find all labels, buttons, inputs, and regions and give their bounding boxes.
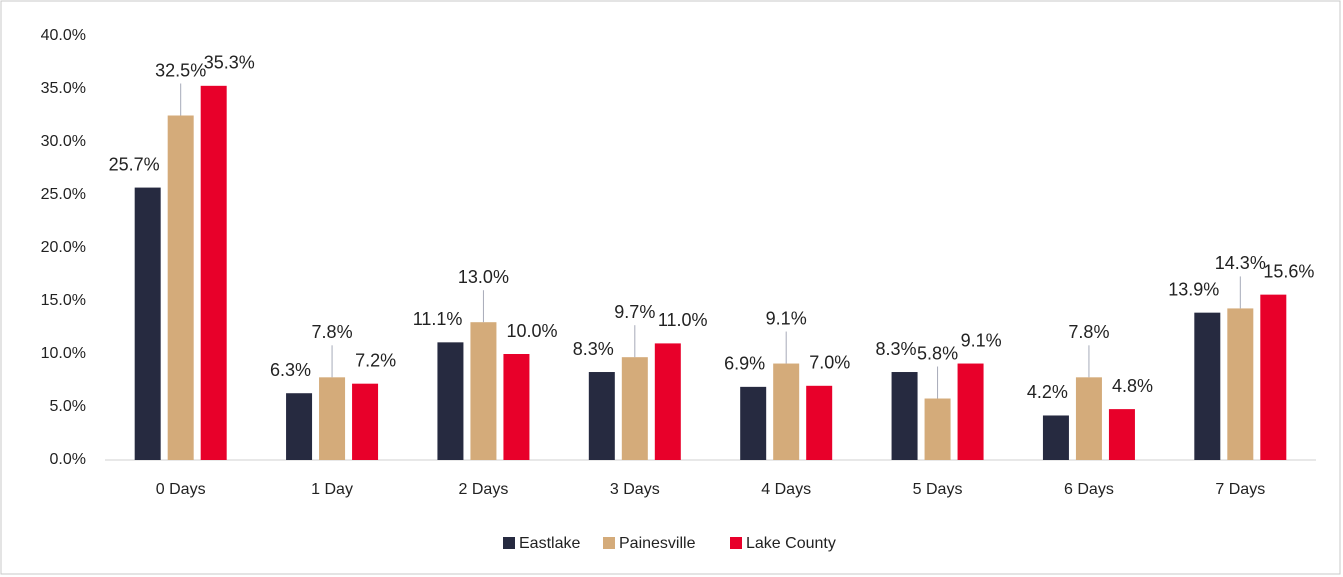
y-tick-label: 35.0%: [41, 80, 86, 97]
data-label: 8.3%: [573, 339, 614, 359]
y-tick-label: 30.0%: [41, 133, 86, 150]
bar: [806, 385, 833, 460]
x-tick-label: 6 Days: [1064, 481, 1114, 498]
bar: [621, 357, 648, 460]
data-label: 35.3%: [204, 53, 255, 73]
data-label: 7.8%: [312, 322, 353, 342]
data-label: 7.8%: [1068, 322, 1109, 342]
legend-swatch: [603, 537, 615, 549]
data-label: 9.1%: [766, 308, 807, 328]
y-tick-label: 10.0%: [41, 345, 86, 362]
data-label: 9.7%: [614, 302, 655, 322]
legend-swatch: [503, 537, 515, 549]
x-tick-label: 1 Day: [311, 481, 353, 498]
bar: [891, 372, 918, 460]
data-label: 8.3%: [876, 339, 917, 359]
y-tick-label: 5.0%: [50, 398, 86, 415]
data-label: 7.0%: [809, 353, 850, 373]
x-tick-label: 3 Days: [610, 481, 660, 498]
bar: [200, 85, 227, 460]
bar: [167, 115, 194, 460]
data-label: 4.2%: [1027, 382, 1068, 402]
y-tick-label: 15.0%: [41, 292, 86, 309]
bar: [503, 354, 530, 460]
x-tick-label: 2 Days: [459, 481, 509, 498]
data-label: 9.1%: [961, 330, 1002, 350]
bar: [319, 377, 346, 460]
legend-label: Painesville: [619, 535, 696, 552]
legend-label: Lake County: [746, 535, 836, 552]
y-tick-label: 0.0%: [50, 451, 86, 468]
y-tick-label: 40.0%: [41, 27, 86, 44]
y-tick-label: 20.0%: [41, 239, 86, 256]
x-tick-label: 0 Days: [156, 481, 206, 498]
bar: [588, 372, 615, 460]
x-tick-label: 7 Days: [1215, 481, 1265, 498]
data-label: 11.1%: [413, 309, 463, 329]
data-label: 4.8%: [1112, 376, 1153, 396]
data-label: 14.3%: [1215, 253, 1266, 273]
x-tick-label: 5 Days: [913, 481, 963, 498]
bar: [957, 363, 984, 460]
bar: [1194, 312, 1221, 460]
y-tick-label: 25.0%: [41, 186, 86, 203]
bar: [1260, 294, 1287, 460]
legend-swatch: [730, 537, 742, 549]
bar: [352, 383, 379, 460]
x-tick-label: 4 Days: [761, 481, 811, 498]
data-label: 5.8%: [917, 343, 958, 363]
data-label: 13.0%: [458, 267, 509, 287]
bar: [1227, 308, 1254, 460]
data-label: 13.9%: [1168, 279, 1219, 299]
data-label: 10.0%: [506, 321, 557, 341]
data-label: 32.5%: [155, 60, 206, 80]
bar: [470, 322, 497, 460]
bar: [1042, 415, 1069, 460]
bar: [654, 343, 681, 460]
data-label: 6.9%: [724, 354, 765, 374]
data-label: 11.0%: [658, 310, 708, 330]
bar: [437, 342, 464, 460]
bar: [773, 363, 800, 460]
bar: [1075, 377, 1102, 460]
bar: [134, 187, 161, 460]
legend-label: Eastlake: [519, 535, 580, 552]
data-label: 6.3%: [270, 360, 311, 380]
data-label: 7.2%: [355, 350, 396, 370]
bar: [924, 398, 951, 460]
bar: [1108, 409, 1135, 460]
bar: [286, 393, 313, 460]
data-label: 15.6%: [1263, 261, 1314, 281]
bar: [740, 386, 767, 460]
data-label: 25.7%: [109, 154, 160, 174]
